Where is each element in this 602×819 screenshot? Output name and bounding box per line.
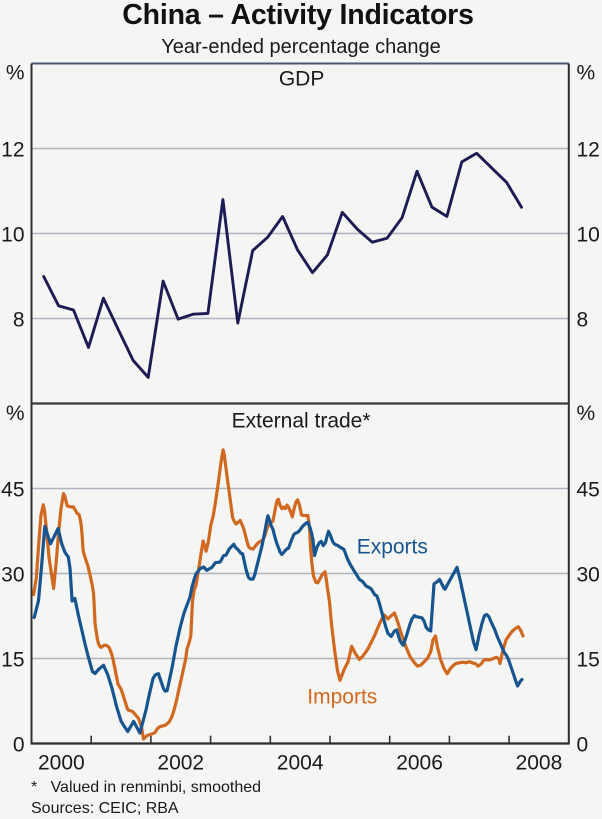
- svg-text:0: 0: [13, 734, 25, 757]
- svg-text:%: %: [6, 62, 25, 85]
- svg-text:30: 30: [577, 564, 600, 587]
- svg-text:External trade*: External trade*: [232, 409, 371, 432]
- svg-text:%: %: [6, 402, 25, 425]
- svg-text:30: 30: [1, 564, 24, 587]
- svg-text:%: %: [577, 62, 596, 85]
- svg-text:%: %: [577, 402, 596, 425]
- svg-text:45: 45: [577, 479, 600, 502]
- svg-text:Imports: Imports: [307, 686, 377, 709]
- svg-text:10: 10: [1, 224, 24, 247]
- svg-text:0: 0: [577, 734, 589, 757]
- svg-text:12: 12: [1, 139, 24, 162]
- svg-text:10: 10: [577, 224, 600, 247]
- svg-text:8: 8: [577, 309, 589, 332]
- svg-text:2000: 2000: [38, 752, 85, 775]
- svg-text:12: 12: [577, 139, 600, 162]
- svg-text:2002: 2002: [157, 752, 204, 775]
- svg-text:15: 15: [577, 649, 600, 672]
- svg-text:2008: 2008: [516, 752, 563, 775]
- svg-text:2006: 2006: [396, 752, 443, 775]
- svg-text:Exports: Exports: [357, 536, 428, 559]
- svg-text:2004: 2004: [277, 752, 324, 775]
- svg-text:45: 45: [1, 479, 24, 502]
- svg-text:8: 8: [13, 309, 25, 332]
- svg-text:GDP: GDP: [279, 68, 325, 91]
- svg-text:15: 15: [1, 649, 24, 672]
